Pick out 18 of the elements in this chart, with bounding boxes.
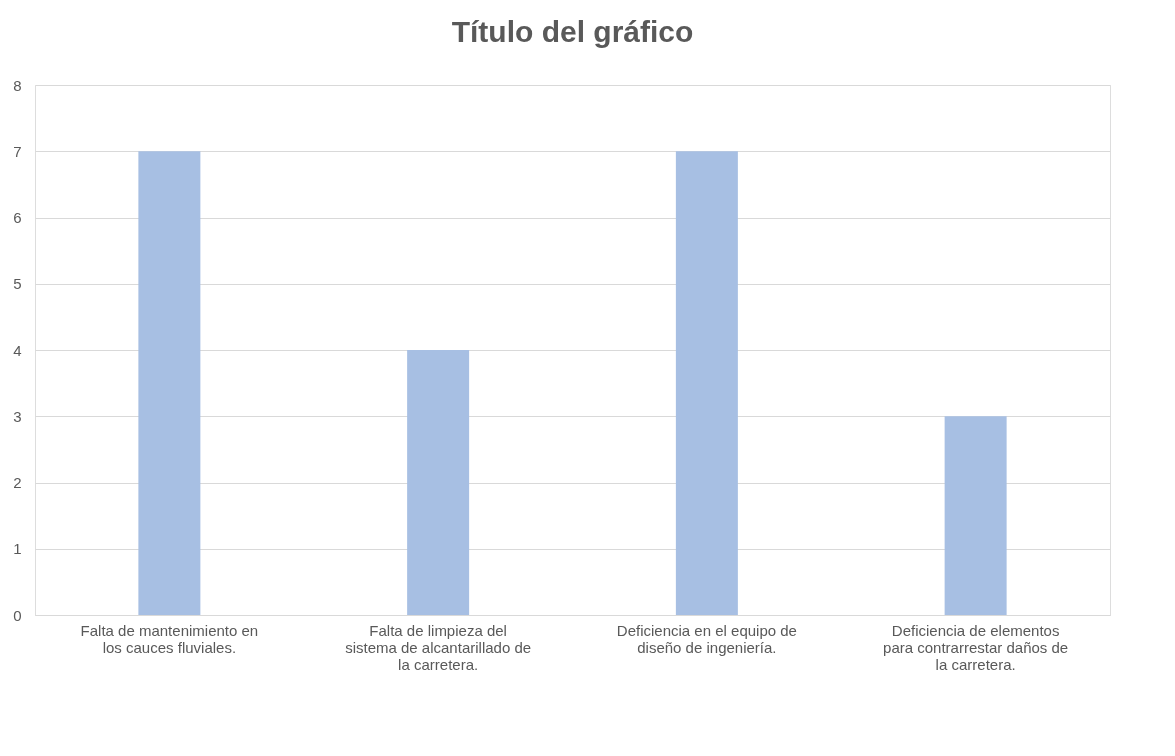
y-tick-label: 0 bbox=[13, 606, 22, 624]
chart-title: Título del gráfico bbox=[451, 15, 694, 48]
y-tick-label: 3 bbox=[13, 407, 22, 425]
x-tick-label: Deficiencia de elementos para contrarrestar daños de la carretera. bbox=[883, 621, 1069, 673]
bar bbox=[944, 416, 1007, 615]
bar bbox=[138, 151, 201, 615]
x-tick-label: Deficiencia en el equipo de diseño de ingeniería. bbox=[616, 621, 797, 656]
y-tick-label: 8 bbox=[13, 76, 22, 94]
y-tick-label: 7 bbox=[13, 142, 22, 160]
bar bbox=[675, 151, 738, 615]
y-tick-label: 5 bbox=[13, 275, 22, 293]
bar bbox=[407, 350, 470, 615]
y-tick-label: 4 bbox=[13, 341, 22, 359]
y-tick-label: 6 bbox=[13, 209, 22, 226]
x-tick-label: Falta de limpieza del sistema de alcantarillado de la carretera. bbox=[345, 621, 532, 673]
x-tick-label: Falta de mantenimiento en los cauces fluviales. bbox=[80, 621, 259, 656]
y-tick-label: 2 bbox=[13, 474, 22, 491]
y-tick-label: 1 bbox=[13, 540, 22, 558]
